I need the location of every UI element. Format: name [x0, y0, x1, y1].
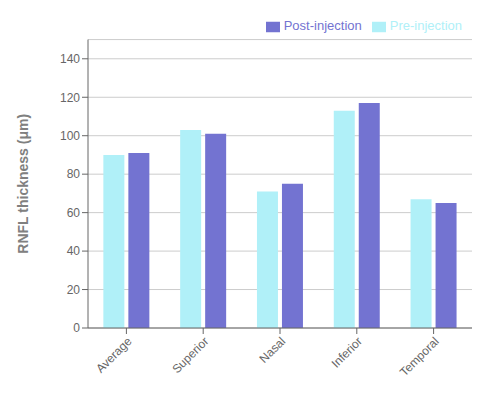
svg-text:Superior: Superior — [169, 334, 211, 376]
svg-text:120: 120 — [60, 91, 80, 105]
html-text:Pre-injection: Pre-injection — [389, 18, 462, 33]
svg-text:Nasal: Nasal — [257, 334, 289, 366]
svg-text:140: 140 — [60, 52, 80, 66]
svg-text:60: 60 — [67, 206, 81, 220]
svg-text:Inferior: Inferior — [329, 334, 365, 370]
svg-text:40: 40 — [67, 244, 81, 258]
svg-text:RNFL thickness (μm): RNFL thickness (μm) — [15, 114, 31, 254]
html-text:Post-injection: Post-injection — [283, 18, 362, 33]
svg-text:100: 100 — [60, 129, 80, 143]
svg-text:20: 20 — [67, 283, 81, 297]
svg-text:0: 0 — [73, 321, 80, 335]
svg-text:80: 80 — [67, 167, 81, 181]
svg-text:Temporal: Temporal — [397, 334, 442, 379]
svg-text:Average: Average — [93, 334, 135, 376]
